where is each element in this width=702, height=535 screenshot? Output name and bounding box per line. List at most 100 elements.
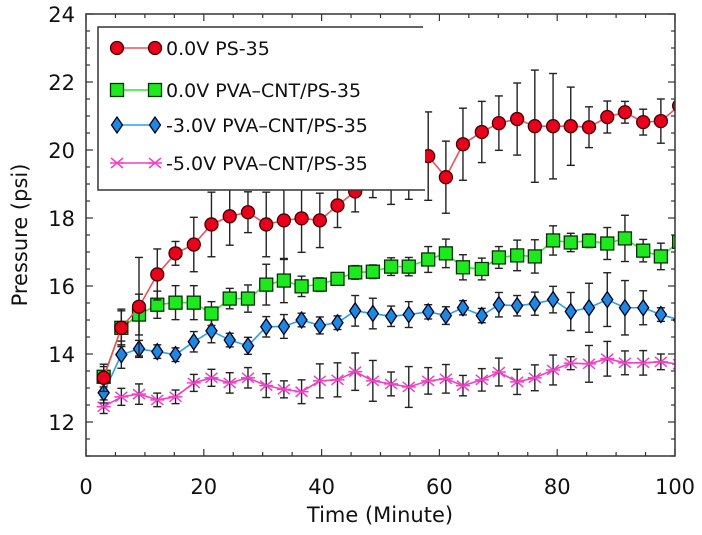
data-point (492, 295, 506, 314)
data-point (186, 237, 201, 252)
legend-border (97, 26, 425, 191)
data-point (366, 304, 380, 323)
data-point (187, 332, 201, 351)
data-point (653, 249, 669, 264)
data-point (169, 345, 182, 364)
data-point (653, 113, 669, 129)
data-point (545, 233, 561, 248)
data-point (421, 302, 435, 321)
data-point (277, 317, 291, 336)
data-point (421, 252, 436, 267)
data-point (455, 260, 471, 275)
data-point (168, 295, 183, 310)
data-point (509, 111, 525, 127)
data-point (294, 386, 309, 398)
data-point (348, 265, 363, 280)
y-tick-label: 18 (48, 207, 75, 231)
data-point (563, 357, 578, 369)
data-point (456, 298, 470, 317)
data-point (131, 299, 147, 314)
y-tick-label: 14 (48, 343, 75, 367)
data-point (528, 294, 542, 313)
data-point (240, 205, 256, 220)
y-tick-label: 20 (48, 139, 75, 163)
data-point (241, 336, 255, 355)
legend-marker (109, 82, 125, 98)
data-point (438, 170, 454, 185)
data-point (581, 233, 597, 248)
y-tick-label: 16 (48, 275, 75, 299)
data-point (474, 124, 489, 140)
data-point (510, 376, 525, 388)
series-2 (97, 272, 675, 404)
data-point (150, 394, 165, 406)
x-tick-label: 60 (426, 475, 453, 499)
data-point (168, 246, 183, 261)
plot-frame (85, 13, 676, 457)
data-point (294, 211, 309, 226)
data-point (672, 358, 675, 370)
data-point (96, 370, 111, 385)
data-point (115, 345, 128, 364)
data-point (474, 374, 489, 386)
data-point (527, 249, 542, 264)
data-point (330, 374, 345, 386)
data-point (222, 209, 237, 224)
data-point (636, 114, 651, 130)
data-point (582, 298, 596, 317)
data-point (600, 109, 615, 125)
data-point (186, 377, 201, 389)
data-point (671, 234, 675, 249)
x-tick-label: 40 (308, 475, 335, 499)
data-point (114, 320, 129, 335)
data-point (312, 277, 327, 292)
data-point (276, 383, 291, 395)
data-point (150, 267, 165, 282)
data-point (438, 246, 454, 261)
data-point (474, 261, 489, 277)
data-point (114, 391, 129, 403)
data-point (348, 366, 363, 378)
data-point (330, 271, 345, 287)
data-point (240, 372, 255, 384)
legend-label: 0.0V PS-35 (166, 38, 270, 60)
legend-marker (148, 115, 162, 135)
data-point (455, 137, 471, 152)
data-point (618, 298, 632, 317)
data-point (564, 302, 578, 321)
data-point (421, 375, 436, 387)
data-point (510, 296, 524, 315)
data-point (330, 198, 345, 213)
data-point (600, 290, 614, 309)
data-point (348, 301, 362, 320)
data-point (383, 259, 399, 274)
data-point (240, 291, 256, 306)
series-3 (96, 340, 675, 415)
data-point (636, 298, 650, 317)
data-point (259, 277, 274, 292)
legend-marker (147, 40, 163, 56)
x-axis-title: Time (Minute) (306, 503, 453, 527)
legend-marker (109, 40, 125, 56)
data-point (617, 231, 633, 246)
data-point (222, 291, 237, 306)
x-tick-label: 100 (655, 475, 695, 499)
data-point (455, 380, 470, 392)
data-point (581, 120, 597, 135)
data-point (259, 317, 273, 336)
legend-label: 0.0V PVA–CNT/PS-35 (166, 80, 361, 102)
data-point (204, 217, 219, 232)
data-point (475, 306, 489, 325)
data-point (527, 119, 542, 134)
data-point (563, 235, 578, 250)
legend-marker (110, 157, 124, 169)
data-point (168, 391, 183, 403)
legend-item: 0.0V PS-35 (109, 38, 270, 60)
data-point (653, 356, 668, 368)
legend-marker (110, 115, 124, 135)
data-point (582, 358, 597, 370)
y-tick-label: 24 (48, 3, 75, 27)
data-point (294, 279, 309, 294)
data-point (276, 213, 292, 228)
